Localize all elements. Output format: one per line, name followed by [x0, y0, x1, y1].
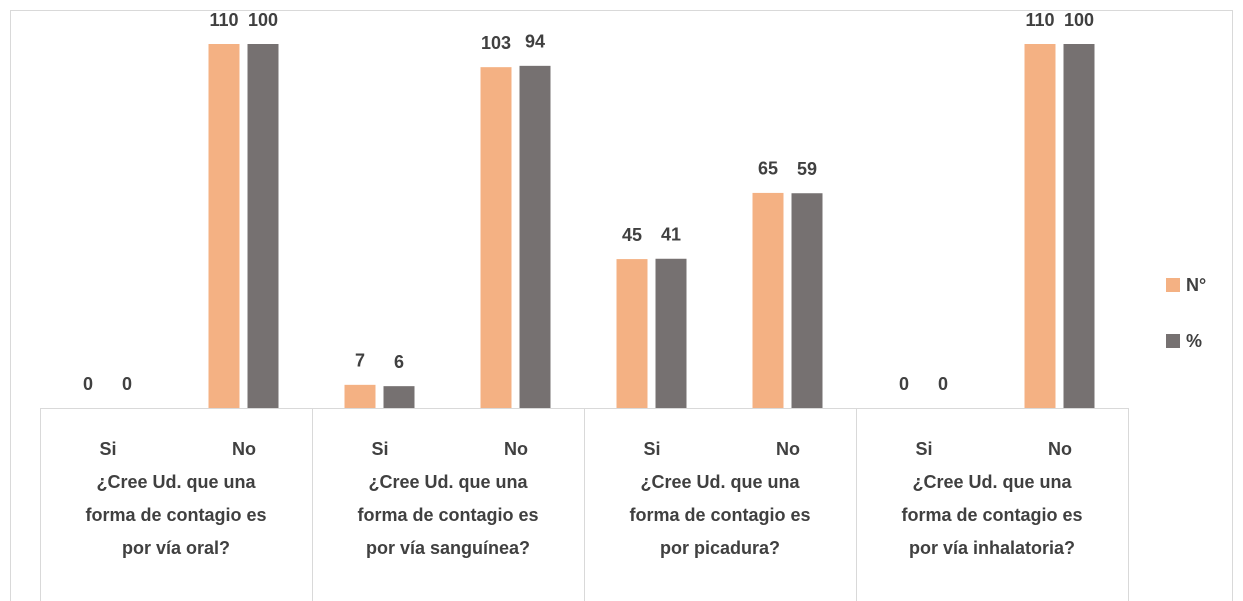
legend-label: % — [1186, 331, 1202, 351]
bar — [616, 259, 648, 408]
bar — [480, 67, 512, 408]
x-tick-label: Si — [371, 439, 388, 459]
data-label: 110 — [1025, 10, 1054, 30]
group-label: por picadura? — [660, 538, 780, 558]
group-label: forma de contagio es — [357, 505, 538, 525]
x-tick-label: Si — [643, 439, 660, 459]
x-tick-label: Si — [915, 439, 932, 459]
data-label: 0 — [83, 374, 93, 394]
bar — [1024, 44, 1056, 408]
group-label: por vía sanguínea? — [366, 538, 530, 558]
bar — [344, 384, 376, 408]
bar — [519, 65, 551, 408]
bar — [791, 193, 823, 408]
bar — [383, 386, 415, 408]
x-tick-label: No — [504, 439, 528, 459]
data-label: 110 — [209, 10, 238, 30]
legend-swatch — [1166, 334, 1180, 348]
group-label: ¿Cree Ud. que una — [96, 472, 256, 492]
data-label: 45 — [622, 225, 642, 245]
group-label: forma de contagio es — [85, 505, 266, 525]
data-label: 0 — [938, 374, 948, 394]
group-label: por vía inhalatoria? — [909, 538, 1075, 558]
data-label: 6 — [394, 352, 404, 372]
bar — [752, 192, 784, 408]
group-label: forma de contagio es — [901, 505, 1082, 525]
group-label: ¿Cree Ud. que una — [368, 472, 528, 492]
x-tick-label: No — [776, 439, 800, 459]
x-tick-label: No — [232, 439, 256, 459]
data-label: 7 — [355, 351, 365, 371]
legend-swatch — [1166, 278, 1180, 292]
bar — [655, 258, 687, 408]
bar — [1063, 44, 1095, 408]
data-label: 94 — [525, 32, 545, 52]
x-tick-label: No — [1048, 439, 1072, 459]
data-label: 100 — [248, 10, 278, 30]
legend-label: N° — [1186, 275, 1206, 295]
bar — [208, 44, 240, 408]
data-label: 0 — [899, 374, 909, 394]
data-label: 41 — [661, 225, 681, 245]
chart-border — [10, 10, 1233, 601]
data-label: 0 — [122, 374, 132, 394]
group-label: por vía oral? — [122, 538, 230, 558]
group-label: ¿Cree Ud. que una — [640, 472, 800, 492]
data-label: 65 — [758, 159, 778, 179]
data-label: 103 — [481, 33, 511, 53]
data-label: 100 — [1064, 10, 1094, 30]
data-label: 59 — [797, 159, 817, 179]
group-label: forma de contagio es — [629, 505, 810, 525]
bar — [247, 44, 279, 408]
group-label: ¿Cree Ud. que una — [912, 472, 1072, 492]
x-tick-label: Si — [99, 439, 116, 459]
